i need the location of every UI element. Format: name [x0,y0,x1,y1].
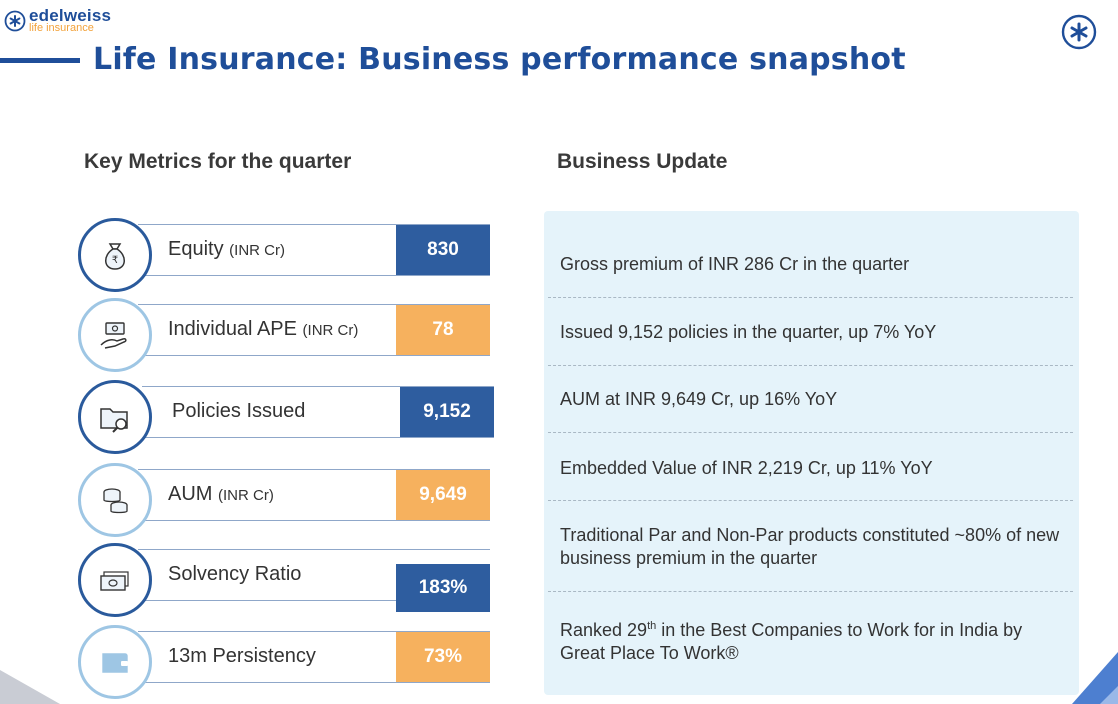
metric-box: Equity (INR Cr) 830 [138,224,490,276]
divider [548,500,1073,501]
folder-search-icon [100,408,128,433]
metric-value: 78 [396,305,490,355]
metric-icon-circle [78,625,152,699]
wallet-icon [102,653,128,673]
metric-box: Policies Issued 9,152 [142,386,494,438]
company-logo: edelweiss life insurance [4,7,111,34]
page-title: Life Insurance: Business performance sna… [93,42,906,77]
metric-icon-circle [78,380,152,454]
update-item-embedded-value: Embedded Value of INR 2,219 Cr, up 11% Y… [560,458,933,478]
divider [548,432,1073,433]
business-update-panel: Gross premium of INR 286 Cr in the quart… [544,211,1079,695]
metric-box: AUM (INR Cr) 9,649 [138,469,490,521]
metric-value: 9,152 [400,387,494,437]
business-update-heading: Business Update [557,150,728,173]
metric-label: Equity (INR Cr) [168,238,285,260]
money-bag-icon: ₹ [105,243,125,270]
update-item-product-mix: Traditional Par and Non-Par products con… [560,525,1060,568]
svg-text:₹: ₹ [112,255,118,266]
edelweiss-corner-icon [1061,14,1097,50]
metric-box: Individual APE (INR Cr) 78 [138,304,490,356]
update-item-aum: AUM at INR 9,649 Cr, up 16% YoY [560,389,838,409]
title-accent-rule [0,58,80,63]
metric-icon-circle: ₹ [78,218,152,292]
metric-value: 830 [396,225,490,275]
metric-label: Individual APE (INR Cr) [168,318,359,340]
metric-value: 73% [396,632,490,682]
metric-box: Solvency Ratio 183% [138,549,490,612]
metric-icon-circle [78,298,152,372]
cash-hand-icon [100,322,127,349]
update-item-policies: Issued 9,152 policies in the quarter, up… [560,322,937,342]
key-metrics-heading: Key Metrics for the quarter [84,150,352,173]
logo-subtitle: life insurance [29,22,94,34]
metric-label: Policies Issued [172,400,306,422]
metric-value: 183% [396,564,490,612]
coins-icon [103,488,128,514]
banknotes-icon [100,571,129,591]
divider [548,591,1073,592]
metric-label: 13m Persistency [168,645,316,667]
metric-icon-circle [78,463,152,537]
metric-value: 9,649 [396,470,490,520]
edelweiss-flower-icon [4,10,26,31]
update-item-ranking: Ranked 29th in the Best Companies to Wor… [560,620,1023,663]
metric-icon-circle [78,543,152,617]
logo-name: edelweiss [29,6,112,25]
metric-label: Solvency Ratio [168,563,302,585]
update-item-gross-premium: Gross premium of INR 286 Cr in the quart… [560,254,910,274]
divider [548,297,1073,298]
metric-box: 13m Persistency 73% [138,631,490,683]
divider [548,365,1073,366]
metric-label: AUM (INR Cr) [168,483,274,505]
